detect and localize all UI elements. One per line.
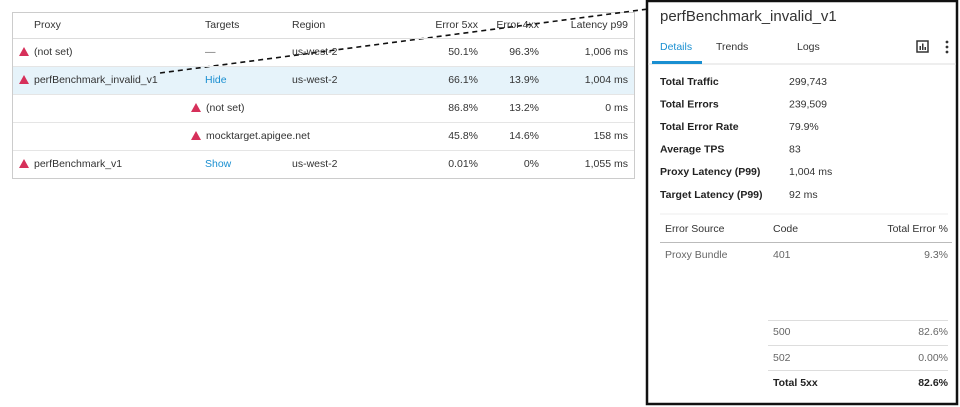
tab[interactable]: Details — [660, 41, 692, 53]
error-5xx: 50.1% — [448, 46, 478, 58]
chart-icon[interactable] — [916, 40, 929, 53]
latency: 1,006 ms — [585, 46, 628, 58]
metric-value: 92 ms — [789, 189, 818, 201]
error-5xx: 86.8% — [448, 102, 478, 114]
metric-label: Total Traffic — [660, 76, 719, 88]
error-4xx: 13.9% — [509, 74, 539, 86]
connector — [159, 8, 649, 74]
metric-label: Total Error Rate — [660, 121, 739, 133]
proxy-name: perfBenchmark_invalid_v1 — [34, 74, 158, 86]
error-4xx: 96.3% — [509, 46, 539, 58]
toggle-targets[interactable]: Show — [205, 158, 232, 170]
error-header: Error Source — [665, 223, 725, 235]
latency: 0 ms — [605, 102, 628, 114]
metric-label: Target Latency (P99) — [660, 189, 763, 201]
latency: 1,055 ms — [585, 158, 628, 170]
error-5xx: 66.1% — [448, 74, 478, 86]
error-code: 500 — [773, 326, 791, 338]
metric-label: Total Errors — [660, 98, 719, 110]
error-total: 82.6% — [918, 326, 948, 338]
detail-panel — [645, 0, 959, 406]
alert-icon — [191, 131, 201, 140]
error-code: 502 — [773, 352, 791, 364]
toggle-targets[interactable]: Hide — [205, 74, 227, 86]
error-5xx: 45.8% — [448, 130, 478, 142]
tab[interactable]: Trends — [716, 41, 748, 53]
error-code: Total 5xx — [773, 377, 818, 389]
region: us-west-2 — [292, 46, 338, 58]
metric-value: 239,509 — [789, 98, 827, 110]
error-total: 82.6% — [918, 377, 948, 389]
column-header: Latency p99 — [571, 19, 628, 31]
selected-row — [13, 67, 634, 94]
error-4xx: 0% — [524, 158, 539, 170]
panel-title: perfBenchmark_invalid_v1 — [660, 8, 837, 25]
target-name: mocktarget.apigee.net — [206, 130, 310, 142]
error-4xx: 13.2% — [509, 102, 539, 114]
table-frame — [12, 12, 635, 179]
error-header: Total Error % — [887, 223, 948, 235]
alert-icon — [19, 159, 29, 168]
error-source: Proxy Bundle — [665, 249, 728, 261]
error-header: Code — [773, 223, 798, 235]
error-code: 401 — [773, 249, 791, 261]
error-5xx: 0.01% — [448, 158, 478, 170]
region: us-west-2 — [292, 158, 338, 170]
metric-value: 299,743 — [789, 76, 827, 88]
metric-value: 79.9% — [789, 121, 819, 133]
metric-label: Average TPS — [660, 144, 724, 156]
alert-icon — [19, 47, 29, 56]
more-menu[interactable] — [945, 40, 949, 54]
metric-value: 1,004 ms — [789, 166, 832, 178]
active-tab-indicator — [652, 61, 702, 64]
alert-icon — [191, 103, 201, 112]
column-header: Error 4xx — [496, 19, 539, 31]
latency: 1,004 ms — [585, 74, 628, 86]
proxy-name: (not set) — [34, 46, 73, 58]
alert-icon — [19, 75, 29, 84]
proxy-name: perfBenchmark_v1 — [34, 158, 122, 170]
error-4xx: 14.6% — [509, 130, 539, 142]
column-header: Proxy — [34, 19, 62, 31]
latency: 158 ms — [594, 130, 628, 142]
targets-cell: — — [205, 46, 216, 58]
metric-value: 83 — [789, 144, 801, 156]
target-name: (not set) — [206, 102, 245, 114]
region: us-west-2 — [292, 74, 338, 86]
tab[interactable]: Logs — [797, 41, 820, 53]
error-total: 0.00% — [918, 352, 948, 364]
error-total: 9.3% — [924, 249, 948, 261]
metric-label: Proxy Latency (P99) — [660, 166, 760, 178]
column-header: Targets — [205, 19, 239, 31]
column-header: Error 5xx — [435, 19, 478, 31]
column-header: Region — [292, 19, 325, 31]
